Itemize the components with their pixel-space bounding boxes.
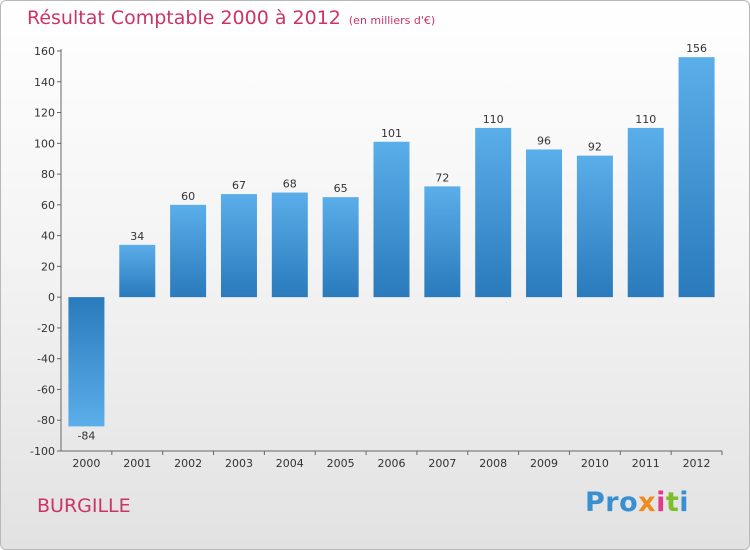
x-tick-label-2000: 2000	[72, 457, 100, 470]
x-tick-label-2004: 2004	[276, 457, 304, 470]
data-label-2001: 34	[130, 230, 144, 243]
x-tick-label-2001: 2001	[123, 457, 151, 470]
data-label-2004: 68	[283, 178, 297, 191]
data-label-2000: -84	[77, 429, 95, 442]
y-tick-label: -100	[30, 445, 55, 458]
data-label-2007: 72	[435, 171, 449, 184]
y-tick-label: -40	[37, 353, 55, 366]
proxiti-logo[interactable]: Proxiti	[585, 487, 690, 518]
data-label-2006: 101	[381, 127, 402, 140]
bar-2001	[119, 244, 156, 298]
bar-2012	[678, 57, 715, 298]
bar-2010	[576, 155, 613, 298]
x-tick-label-2010: 2010	[581, 457, 609, 470]
x-tick-label-2007: 2007	[428, 457, 456, 470]
bar-2007	[424, 186, 461, 298]
x-tick-label-2006: 2006	[378, 457, 406, 470]
bar-2008	[475, 127, 512, 298]
data-label-2012: 156	[686, 42, 707, 55]
x-tick-label-2008: 2008	[479, 457, 507, 470]
y-tick-label: 40	[41, 230, 55, 243]
y-tick-label: 60	[41, 199, 55, 212]
data-label-2003: 67	[232, 179, 246, 192]
y-tick-label: -80	[37, 414, 55, 427]
x-tick-label-2011: 2011	[632, 457, 660, 470]
data-label-2011: 110	[635, 113, 656, 126]
x-tick-label-2005: 2005	[327, 457, 355, 470]
data-label-2002: 60	[181, 190, 195, 203]
chart-title-text: Résultat Comptable 2000 à 2012	[27, 7, 341, 29]
x-tick-label-2002: 2002	[174, 457, 202, 470]
bar-2006	[373, 141, 410, 298]
bar-2011	[627, 127, 664, 298]
data-label-2010: 92	[588, 141, 602, 154]
y-tick-label: -20	[37, 322, 55, 335]
y-tick-label: 160	[34, 45, 55, 58]
x-tick-label-2009: 2009	[530, 457, 558, 470]
bar-2009	[526, 149, 563, 298]
data-label-2008: 110	[483, 113, 504, 126]
bar-2004	[271, 192, 308, 298]
y-tick-label: 20	[41, 260, 55, 273]
data-label-2009: 96	[537, 134, 551, 147]
chart-subtitle: (en milliers d'€)	[348, 14, 436, 27]
data-label-2005: 65	[334, 182, 348, 195]
y-tick-label: 120	[34, 107, 55, 120]
y-tick-label: 140	[34, 76, 55, 89]
bar-2005	[322, 197, 359, 298]
x-tick-label-2003: 2003	[225, 457, 253, 470]
y-tick-label: 80	[41, 168, 55, 181]
y-tick-label: -60	[37, 383, 55, 396]
bar-2003	[220, 194, 257, 298]
chart-title: Résultat Comptable 2000 à 2012 (en millie…	[27, 7, 435, 29]
y-tick-label: 0	[48, 291, 55, 304]
bar-2002	[170, 204, 207, 298]
y-tick-label: 100	[34, 137, 55, 150]
place-name: BURGILLE	[37, 495, 131, 517]
bar-2000	[68, 297, 105, 427]
x-tick-label-2012: 2012	[683, 457, 711, 470]
